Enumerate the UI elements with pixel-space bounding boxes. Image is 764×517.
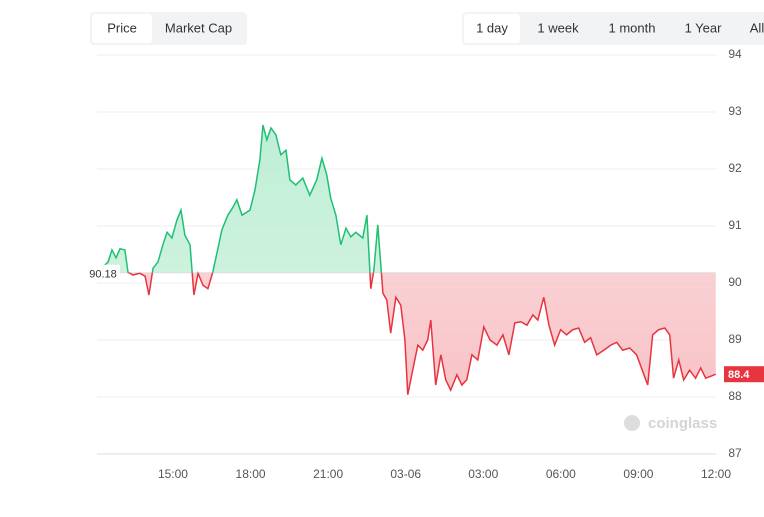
watermark: coinglass [648, 415, 717, 432]
y-tick-label: 92 [728, 161, 742, 175]
last-price-box [724, 366, 764, 383]
x-tick-label: 12:00 [701, 467, 731, 481]
tab[interactable]: Market Cap [165, 20, 232, 35]
tab[interactable]: Price [107, 20, 137, 35]
y-tick-label: 94 [728, 47, 742, 61]
x-tick-label: 21:00 [313, 467, 343, 481]
y-tick-label: 87 [728, 446, 742, 460]
range-button[interactable]: 1 Year [685, 20, 723, 35]
y-tick-label: 91 [728, 218, 742, 232]
last-price-label: 88.4 [728, 369, 750, 381]
range-button[interactable]: 1 day [476, 20, 508, 35]
x-tick-label: 03:00 [468, 467, 498, 481]
y-tick-label: 90 [728, 275, 742, 289]
baseline-label-box [86, 264, 120, 281]
x-tick-label: 18:00 [236, 467, 266, 481]
x-tick-label: 03-06 [390, 467, 421, 481]
line-down [127, 272, 717, 395]
range-button[interactable]: 1 month [609, 20, 656, 35]
range-button[interactable]: All [750, 20, 764, 35]
baseline-label: 90.18 [89, 269, 117, 281]
range-button[interactable]: 1 week [537, 20, 579, 35]
x-tick-label: 15:00 [158, 467, 188, 481]
tab-active [92, 14, 152, 43]
x-tick-label: 06:00 [546, 467, 576, 481]
area-down [103, 272, 716, 395]
y-tick-label: 88 [728, 389, 742, 403]
x-tick-label: 09:00 [623, 467, 653, 481]
y-tick-label: 93 [728, 104, 742, 118]
range-group [462, 12, 764, 45]
y-tick-label: 89 [728, 332, 742, 346]
range-active [464, 14, 520, 43]
watermark-icon [624, 415, 640, 431]
